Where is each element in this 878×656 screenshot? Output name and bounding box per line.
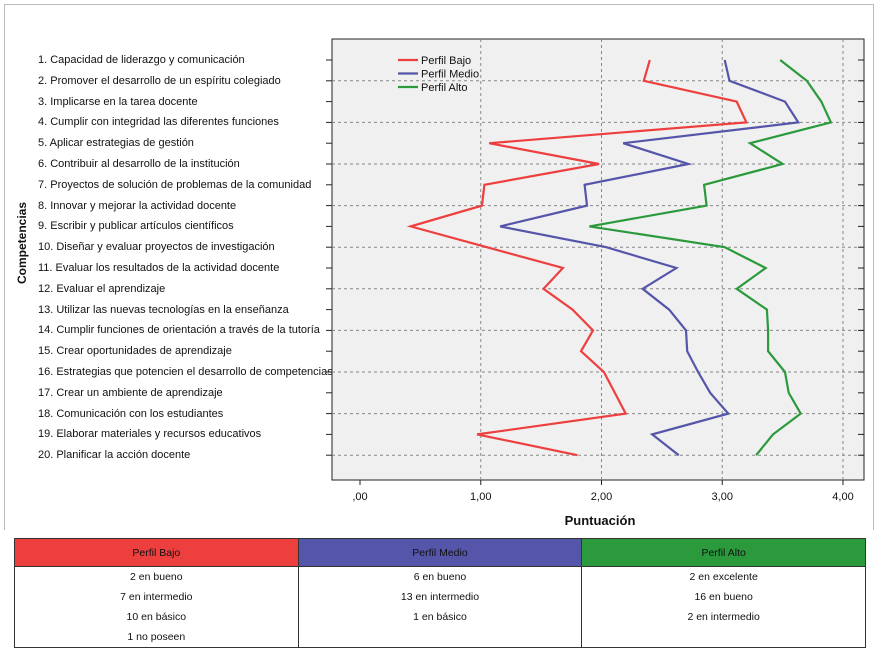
category-label: 15. Crear oportunidades de aprendizaje bbox=[38, 345, 232, 358]
legend-label: Perfil Alto bbox=[421, 82, 467, 94]
category-label: 8. Innovar y mejorar la actividad docent… bbox=[38, 199, 237, 212]
x-tick-label: ,00 bbox=[352, 491, 368, 503]
category-label: 20. Planificar la acción docente bbox=[38, 449, 191, 462]
table-row: 2 en bueno 6 en bueno 2 en excelente bbox=[14, 566, 866, 587]
series-line-perfil-alto bbox=[589, 59, 833, 456]
table-cell: 2 en excelente bbox=[581, 566, 866, 587]
category-label: 5. Aplicar estrategias de gestión bbox=[38, 137, 194, 150]
x-axis-title: Puntuación bbox=[564, 513, 636, 528]
table-cell bbox=[297, 627, 583, 648]
series-line-perfil-medio bbox=[499, 59, 801, 457]
table-cell: 16 en bueno bbox=[581, 587, 866, 607]
table-header-cell: Perfil Bajo bbox=[14, 538, 299, 567]
series-line-perfil-bajo bbox=[406, 59, 749, 457]
figure-border bbox=[4, 4, 874, 530]
table-cell: 2 en intermedio bbox=[581, 607, 866, 627]
category-label: 18. Comunicación con los estudiantes bbox=[38, 407, 224, 420]
table-cell: 1 no poseen bbox=[14, 627, 299, 648]
plot-area bbox=[331, 38, 865, 481]
table-cell: 1 en básico bbox=[297, 607, 583, 627]
table-cell: 6 en bueno bbox=[297, 566, 583, 587]
category-label: 1. Capacidad de liderazgo y comunicación bbox=[38, 54, 245, 66]
category-label: 11. Evaluar los resultados de la activid… bbox=[38, 262, 280, 274]
category-label: 17. Crear un ambiente de aprendizaje bbox=[38, 386, 223, 399]
category-label: 4. Cumplir con integridad las diferentes… bbox=[38, 116, 279, 129]
category-label: 2. Promover el desarrollo de un espíritu… bbox=[38, 74, 281, 87]
table-header-cell: Perfil Medio bbox=[297, 538, 583, 567]
category-label: 13. Utilizar las nuevas tecnologías en l… bbox=[38, 303, 289, 316]
category-label: 9. Escribir y publicar artículos científ… bbox=[38, 220, 234, 233]
category-label: 7. Proyectos de solución de problemas de… bbox=[38, 178, 312, 191]
table-header-cell: Perfil Alto bbox=[581, 538, 866, 567]
table-row: 10 en básico 1 en básico 2 en intermedio bbox=[14, 607, 866, 627]
category-label: 3. Implicarse en la tarea docente bbox=[38, 95, 198, 108]
table-row: 1 no poseen bbox=[14, 627, 866, 648]
table-cell: 10 en básico bbox=[14, 607, 299, 627]
table-cell: 2 en bueno bbox=[14, 566, 299, 587]
x-tick-label: 3,00 bbox=[711, 491, 733, 503]
category-label: 16. Estrategias que potencien el desarro… bbox=[38, 366, 333, 378]
category-label: 12. Evaluar el aprendizaje bbox=[38, 282, 166, 295]
category-label: 14. Cumplir funciones de orientación a t… bbox=[38, 324, 320, 337]
legend-label: Perfil Medio bbox=[421, 69, 479, 81]
category-label: 19. Elaborar materiales y recursos educa… bbox=[38, 428, 262, 441]
table-cell: 13 en intermedio bbox=[297, 587, 583, 607]
legend-label: Perfil Bajo bbox=[421, 55, 471, 67]
category-label: 6. Contribuir al desarrollo de la instit… bbox=[38, 158, 240, 170]
table-cell bbox=[581, 627, 866, 648]
category-label: 10. Diseñar y evaluar proyectos de inves… bbox=[38, 241, 275, 254]
x-tick-label: 4,00 bbox=[832, 491, 854, 503]
x-tick-label: 1,00 bbox=[470, 491, 492, 503]
table-row: 7 en intermedio 13 en intermedio 16 en bue… bbox=[14, 587, 866, 607]
profile-summary-table: Perfil Bajo Perfil Medio Perfil Alto 2 en … bbox=[14, 538, 866, 648]
x-tick-label: 2,00 bbox=[590, 491, 613, 503]
table-cell: 7 en intermedio bbox=[14, 587, 299, 607]
